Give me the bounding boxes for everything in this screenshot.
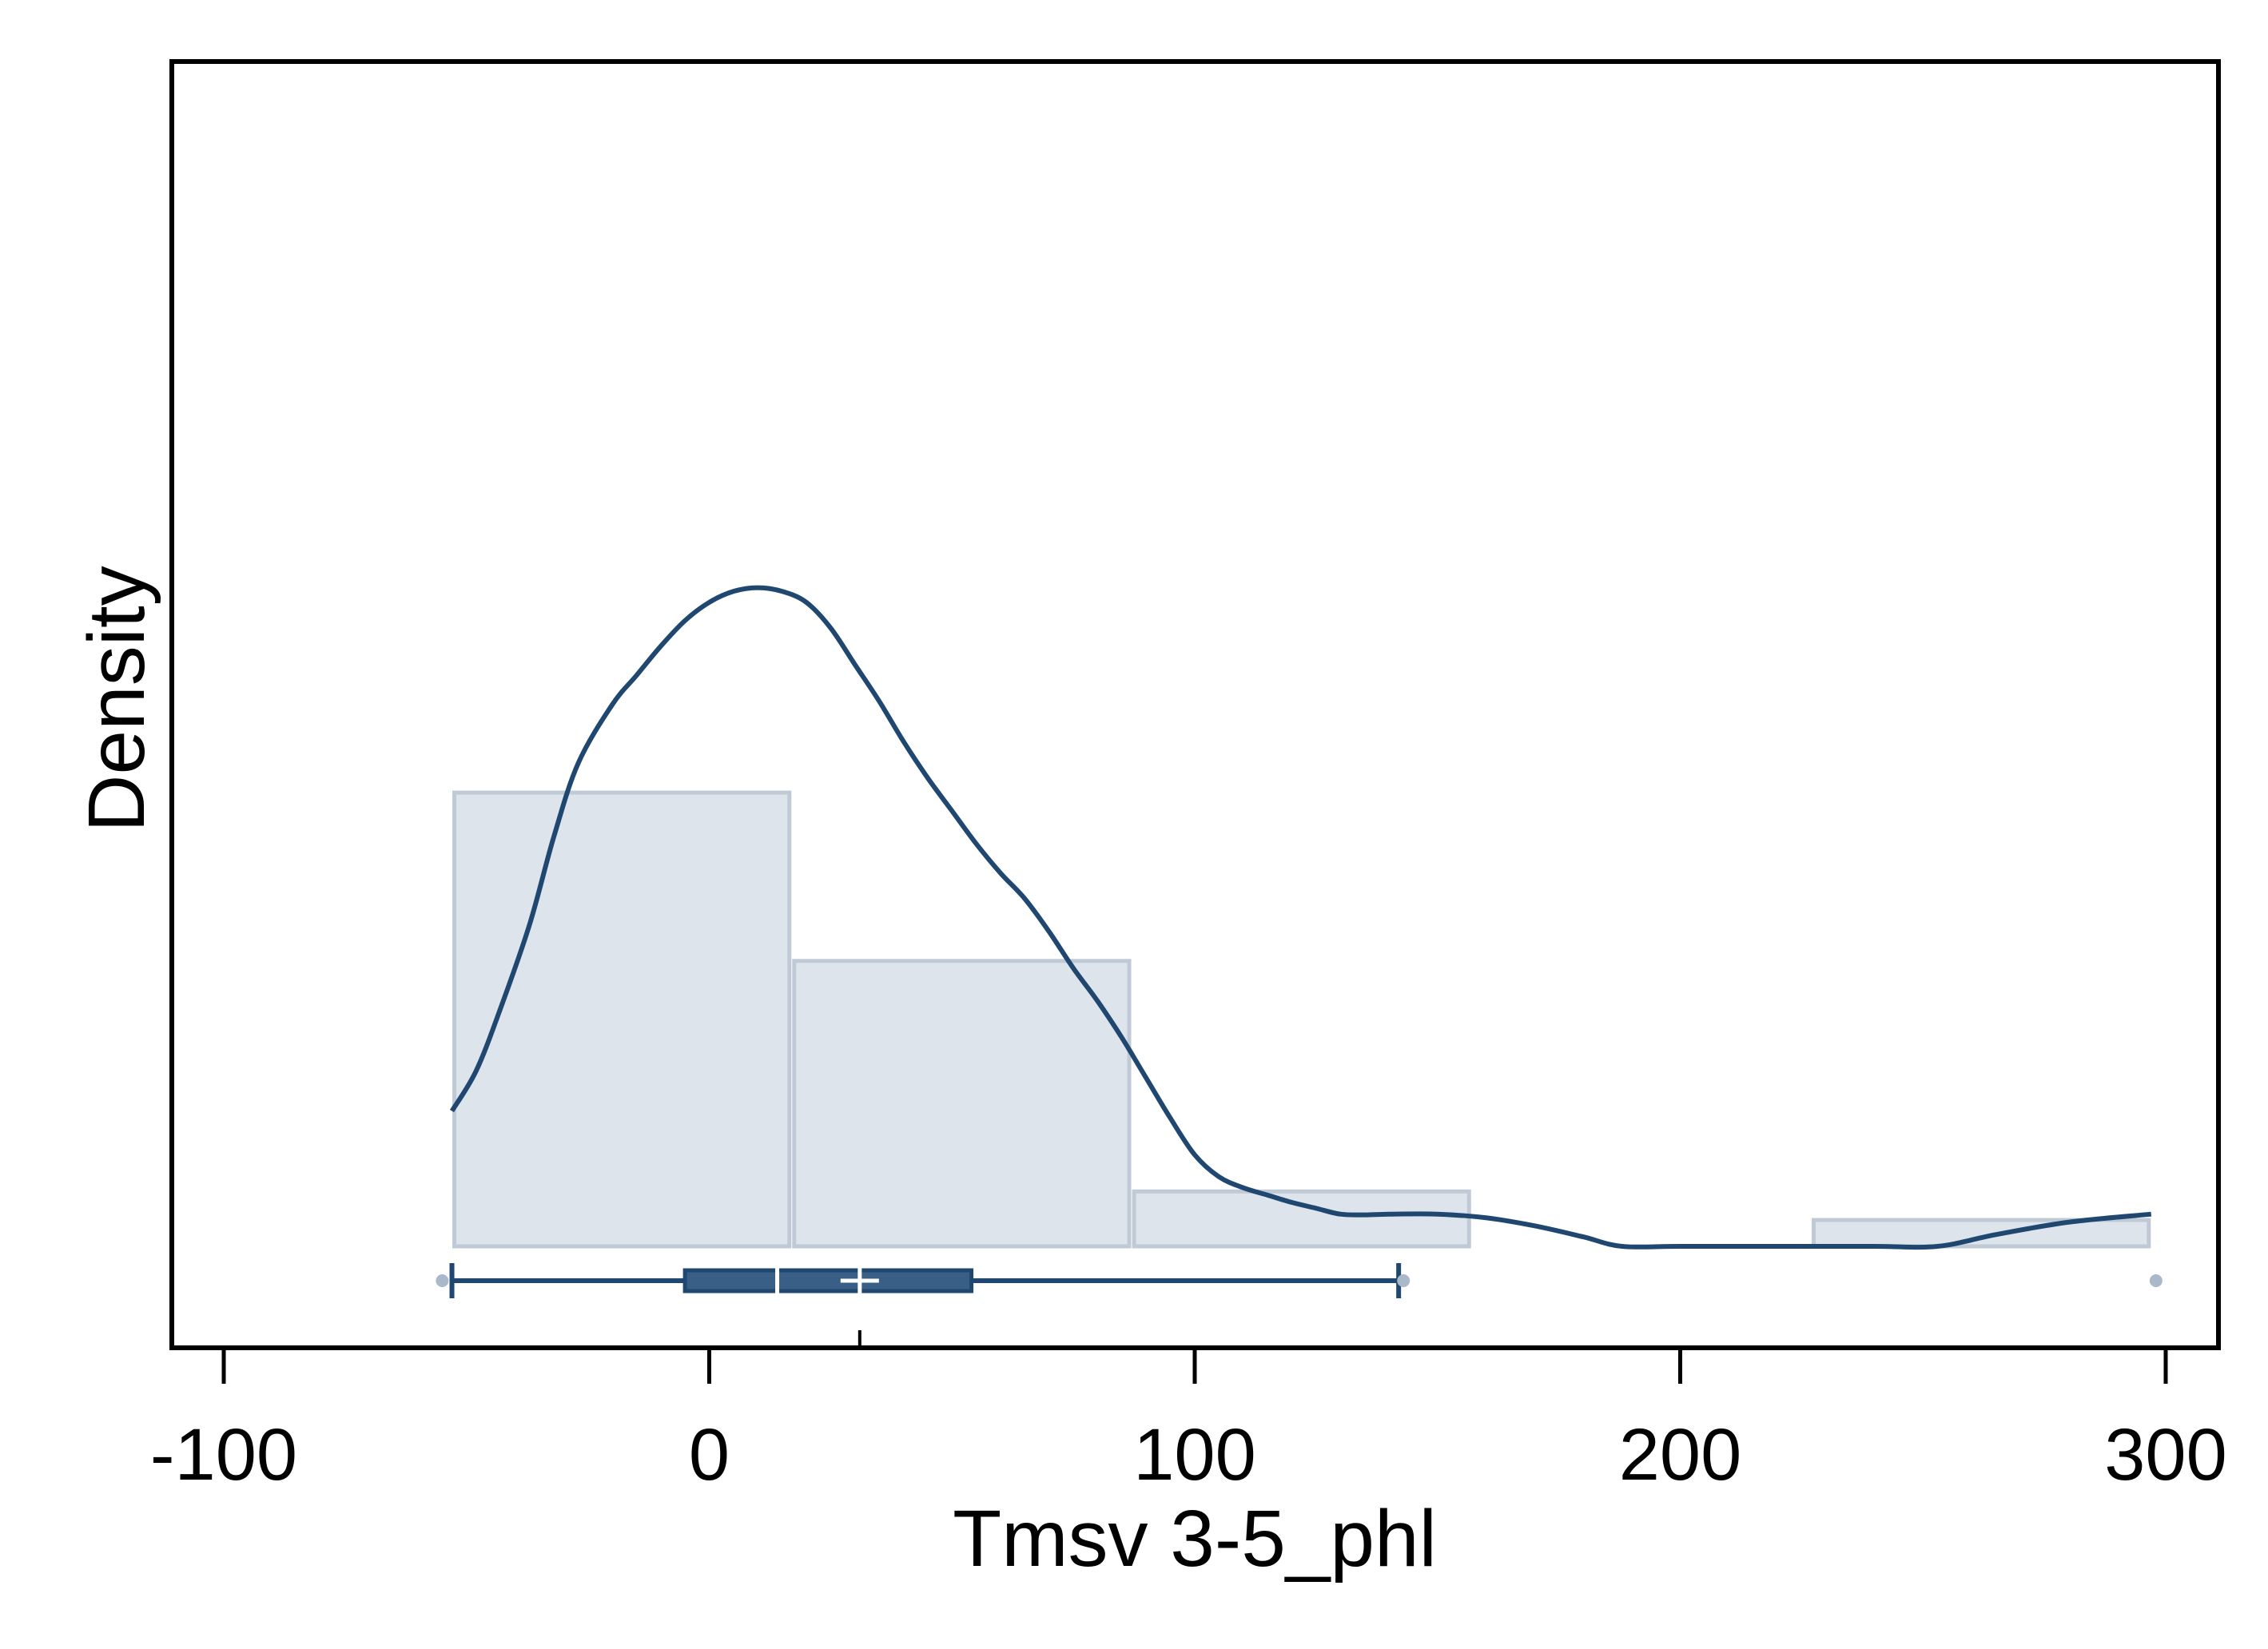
x-tick-label-1: 0: [689, 1414, 730, 1496]
boxplot-box: [682, 1268, 974, 1293]
histogram-bar-1: [452, 790, 792, 1249]
density-curve-layer: [449, 585, 2152, 1250]
x-axis-title: Tmsv 3-5_phl: [953, 1494, 1437, 1583]
histogram-bar-5: [1812, 1218, 2151, 1249]
boxplot-outlier-3: [2149, 1274, 2163, 1287]
x-axis: -100 0 100 200 300: [150, 1348, 2227, 1496]
boxplot-outlier-2: [1397, 1274, 1411, 1287]
x-tick-label-4: 300: [2104, 1414, 2227, 1496]
histogram-bar-3: [1132, 1189, 1471, 1249]
y-axis-title: Density: [72, 566, 161, 832]
kernel-density-curve: [449, 585, 2152, 1250]
x-tick-label-3: 200: [1619, 1414, 1742, 1496]
histogram-bars: [452, 790, 2151, 1249]
histogram-bar-2: [792, 959, 1132, 1249]
x-tick-label-2: 100: [1133, 1414, 1256, 1496]
boxplot: [436, 1263, 2163, 1348]
boxplot-outlier-1: [436, 1274, 449, 1287]
x-tick-label-0: -100: [150, 1414, 297, 1496]
